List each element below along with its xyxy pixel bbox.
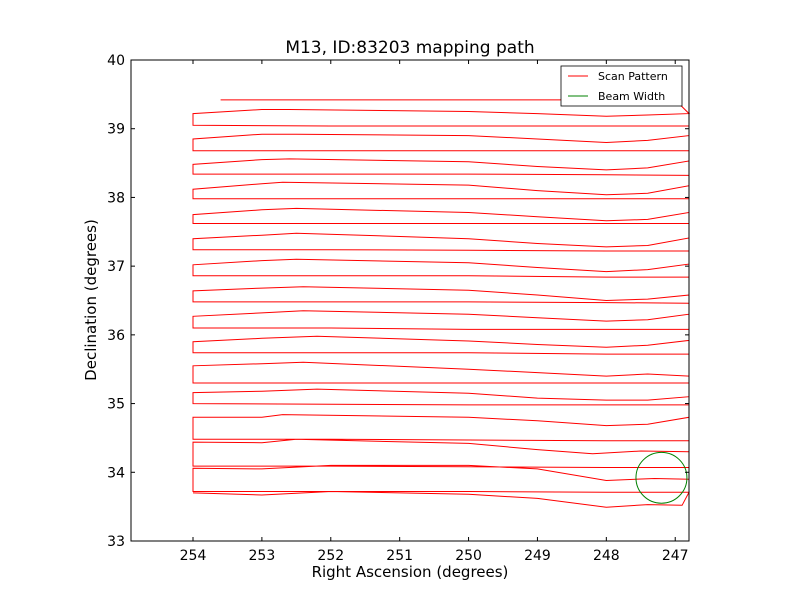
y-tick-label: 38 [107,190,125,206]
y-tick-label: 40 [107,53,125,69]
plot-area [192,99,691,508]
x-tick-label: 248 [593,548,620,564]
y-axis: 33 34 35 36 37 38 39 40 [107,53,689,550]
x-tick-label: 250 [455,548,482,564]
x-tick-label: 251 [386,548,413,564]
x-tick-label: 252 [317,548,344,564]
x-axis-label: Right Ascension (degrees) [312,563,509,581]
legend: Scan Pattern Beam Width [560,65,683,107]
y-axis-label: Declination (degrees) [82,219,100,381]
axes-frame [130,59,690,542]
y-tick-label: 39 [107,122,125,138]
x-tick-label: 254 [180,548,207,564]
y-tick-label: 36 [107,328,125,344]
x-tick-label: 247 [662,548,689,564]
legend-label-scan-pattern: Scan Pattern [598,70,668,83]
x-tick-label: 249 [524,548,551,564]
y-tick-label: 33 [107,534,125,550]
x-axis: 254 253 252 251 250 249 248 247 [180,60,689,564]
legend-label-beam-width: Beam Width [598,90,665,103]
y-tick-label: 34 [107,465,125,481]
legend-box [560,65,683,107]
y-tick-label: 37 [107,259,125,275]
x-tick-label: 253 [249,548,276,564]
y-tick-label: 35 [107,397,125,413]
series-beam-width-circle [635,451,688,504]
series-scan-pattern-line [192,99,691,508]
chart-title: M13, ID:83203 mapping path [285,38,534,58]
